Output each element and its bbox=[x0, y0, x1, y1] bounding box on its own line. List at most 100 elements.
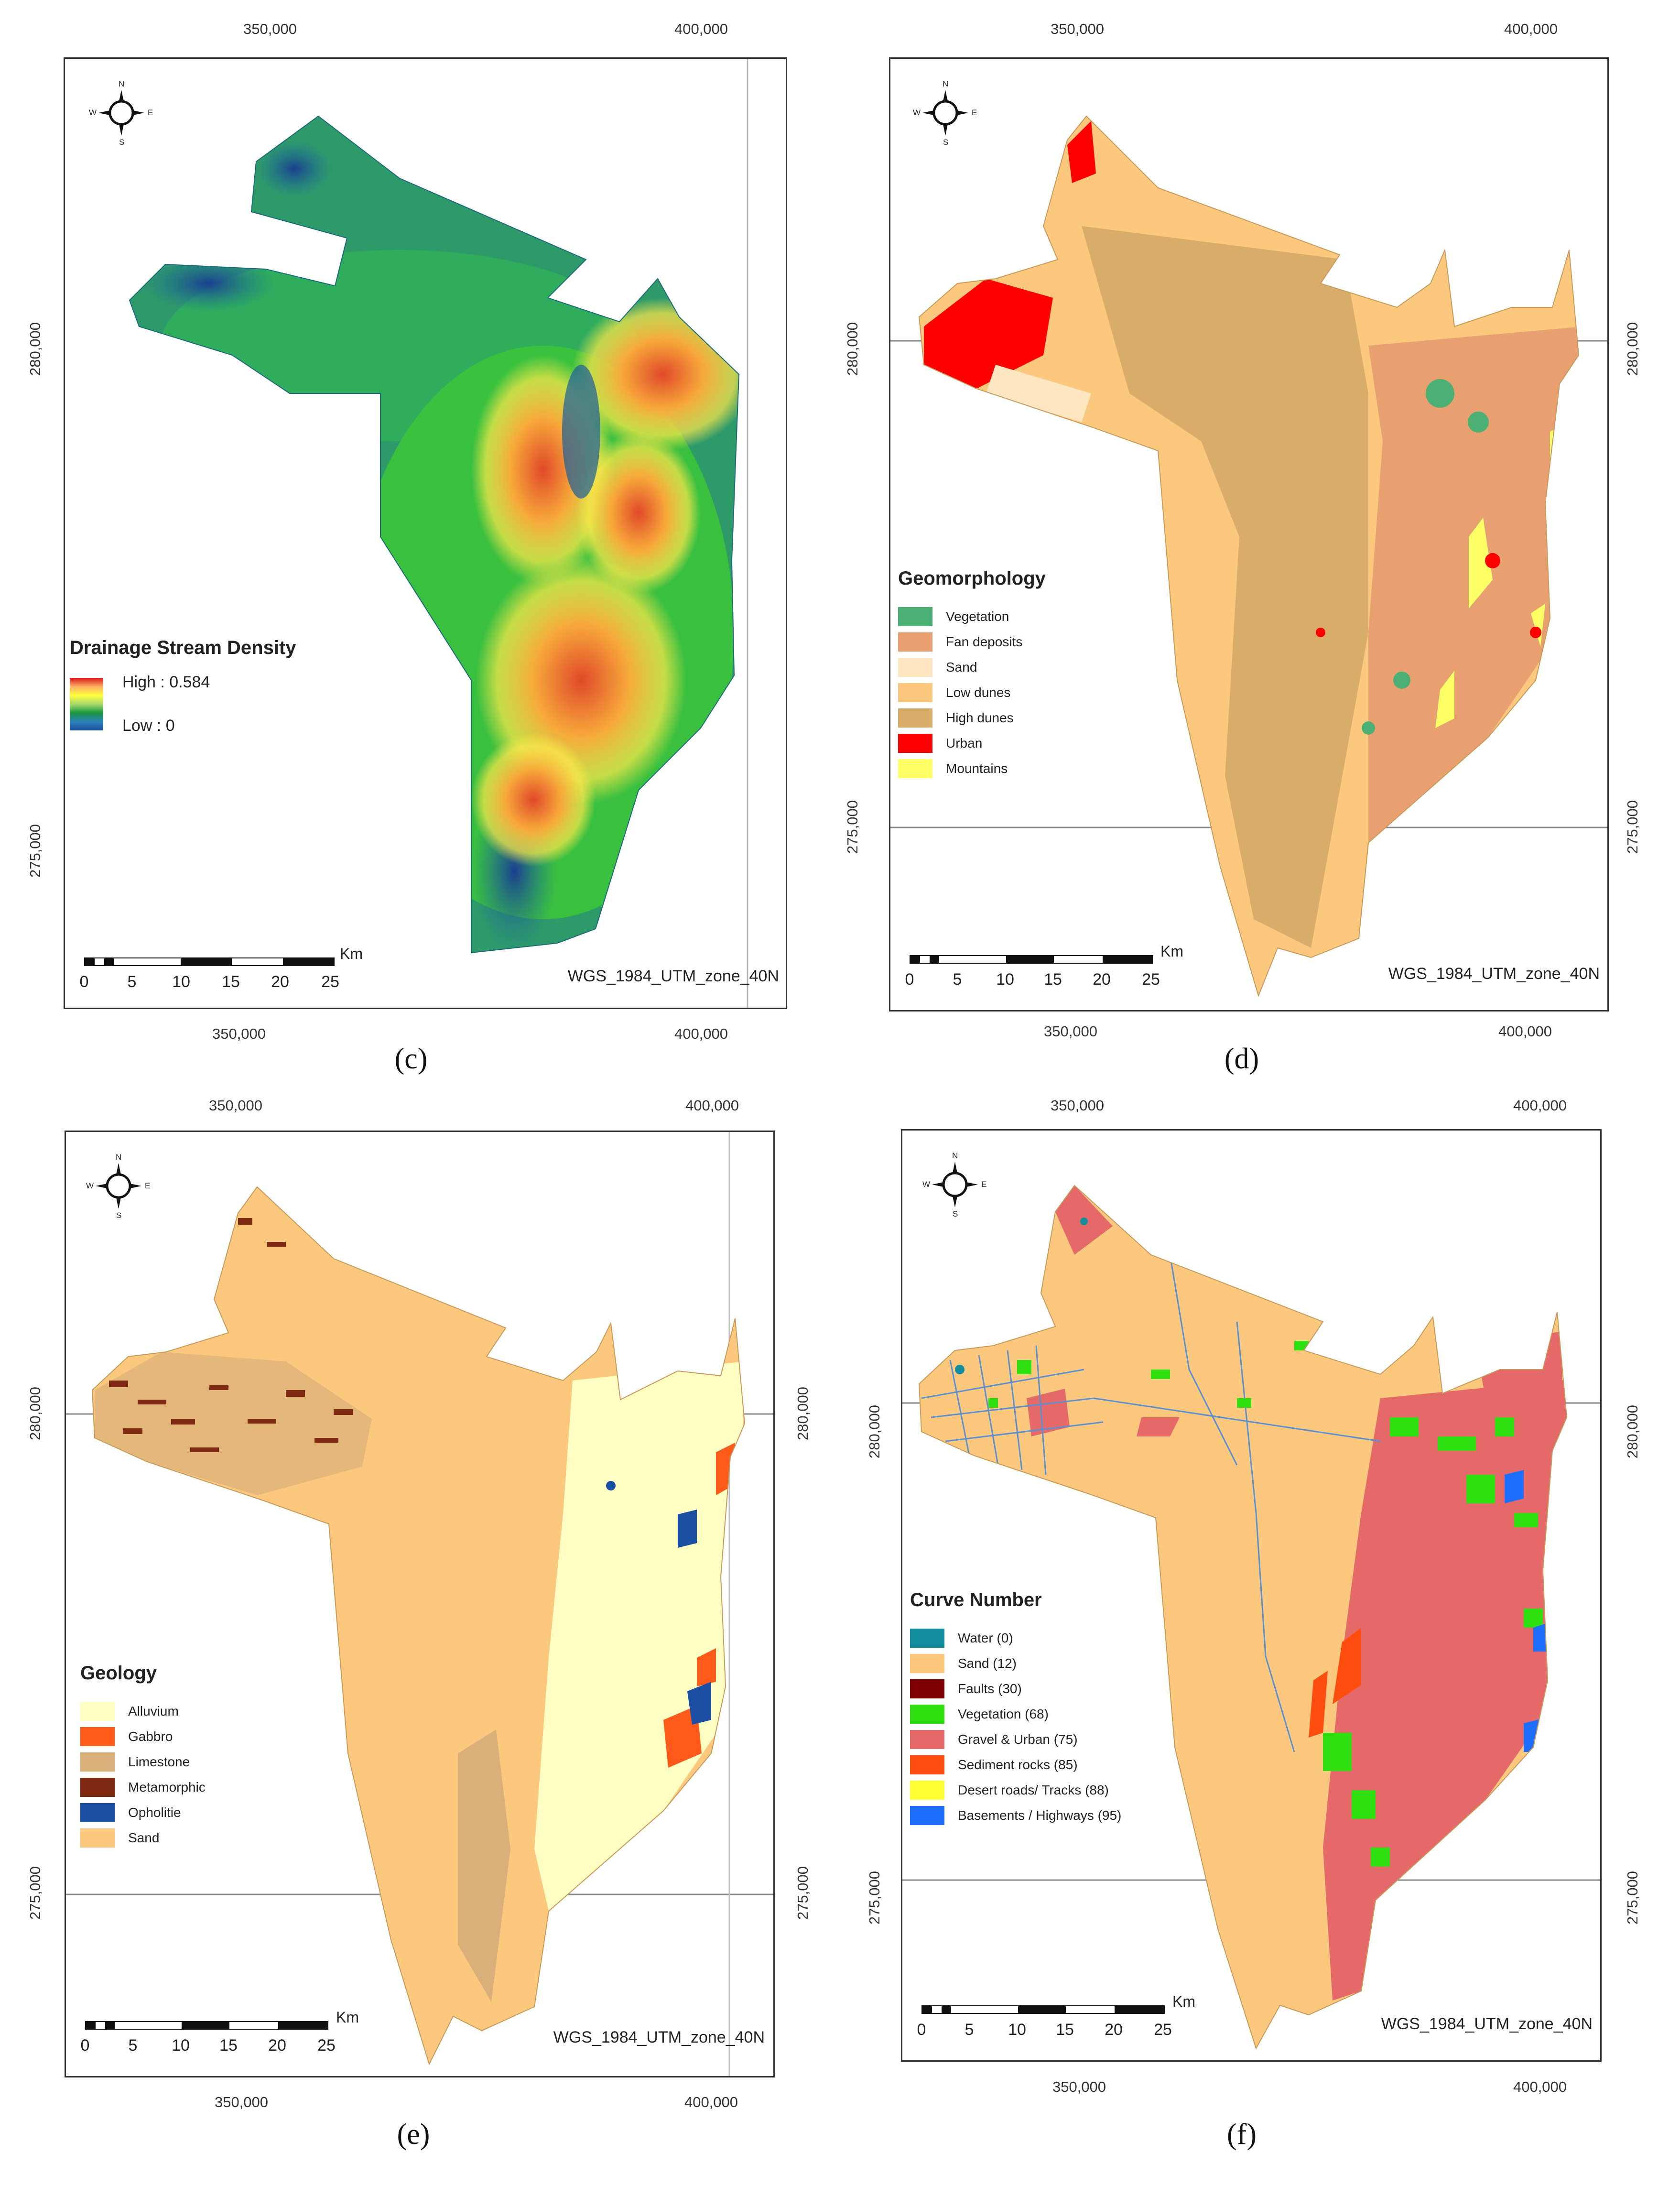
scale-tick: 20 bbox=[271, 973, 289, 991]
legend-swatch bbox=[80, 1727, 115, 1746]
legend-swatch bbox=[910, 1729, 944, 1749]
legend-label: Water (0) bbox=[958, 1630, 1013, 1645]
legend-label: Fan deposits bbox=[946, 634, 1023, 649]
legend-label: Sand (12) bbox=[958, 1655, 1017, 1671]
legend-swatch bbox=[910, 1653, 944, 1673]
y-label-right-280000: 280,000 bbox=[1624, 322, 1641, 376]
compass-w: W bbox=[89, 108, 97, 117]
scale-tick: 0 bbox=[80, 2036, 90, 2055]
vegetation-patches bbox=[988, 1341, 1543, 1867]
legend-item: Sand bbox=[898, 654, 1046, 680]
north-arrow-icon: N S W E bbox=[921, 1147, 988, 1219]
y-label-right-275000: 275,000 bbox=[794, 1866, 811, 1920]
scale-tick: 5 bbox=[965, 2021, 974, 2039]
scale-tick: 10 bbox=[172, 973, 190, 991]
compass-n: N bbox=[119, 79, 125, 88]
legend-item: Sand (12) bbox=[910, 1651, 1121, 1676]
legend-swatch bbox=[898, 607, 932, 626]
legend-label: Gravel & Urban (75) bbox=[958, 1731, 1078, 1747]
density-gradient-swatch bbox=[70, 678, 103, 730]
scale-tick: 15 bbox=[1056, 2021, 1074, 2039]
legend-c: Drainage Stream Density High : 0.584 Low… bbox=[70, 637, 296, 735]
compass-s: S bbox=[119, 138, 125, 147]
map-frame-f: N S W E Curve Number Water (0) Sand (12)… bbox=[901, 1129, 1602, 2062]
scale-unit: Km bbox=[340, 945, 363, 962]
legend-item: Urban bbox=[898, 730, 1046, 756]
panel-caption: (c) bbox=[394, 1043, 428, 1075]
north-arrow-icon: N S W E bbox=[912, 76, 979, 147]
map-frame-c: N S W E Drainage Stream Density High : 0… bbox=[64, 57, 787, 1009]
geomorphology-classes bbox=[919, 116, 1579, 996]
legend-item: Limestone bbox=[80, 1749, 206, 1774]
legend-label: High dunes bbox=[946, 710, 1014, 725]
y-label-left-275000: 275,000 bbox=[27, 824, 43, 878]
x-label-bottom-350000: 350,000 bbox=[1052, 2078, 1106, 2095]
legend-item: Opholitie bbox=[80, 1800, 206, 1825]
compass-e: E bbox=[148, 108, 153, 117]
x-label-top-350000: 350,000 bbox=[243, 21, 297, 37]
legend-item: Fan deposits bbox=[898, 629, 1046, 654]
legend-label: Opholitie bbox=[128, 1805, 181, 1820]
scale-tick: 15 bbox=[219, 2036, 238, 2055]
legend-item: Water (0) bbox=[910, 1625, 1121, 1651]
legend-item: Gravel & Urban (75) bbox=[910, 1727, 1121, 1752]
legend-item: Sediment rocks (85) bbox=[910, 1752, 1121, 1777]
scale-tick: 5 bbox=[953, 970, 962, 989]
metamorphic-speckle bbox=[109, 1218, 353, 1452]
legend-high-label: High : 0.584 bbox=[122, 673, 210, 691]
legend-swatch bbox=[910, 1755, 944, 1774]
y-label-left-275000: 275,000 bbox=[844, 800, 861, 854]
legend-title: Geomorphology bbox=[898, 568, 1046, 589]
scale-tick: 25 bbox=[1154, 2021, 1172, 2039]
scale-tick: 0 bbox=[79, 973, 89, 991]
legend-d: Geomorphology Vegetation Fan deposits Sa… bbox=[898, 568, 1046, 781]
x-label-bottom-350000: 350,000 bbox=[1043, 1023, 1098, 1040]
y-label-left-280000: 280,000 bbox=[27, 1386, 43, 1441]
scale-tick: 15 bbox=[222, 973, 240, 991]
legend-item: Metamorphic bbox=[80, 1774, 206, 1800]
legend-swatch bbox=[910, 1805, 944, 1825]
legend-label: Sand bbox=[128, 1830, 160, 1845]
panel-caption: (e) bbox=[397, 2118, 430, 2151]
x-label-top-400000: 400,000 bbox=[1513, 1097, 1567, 1114]
legend-item: Vegetation (68) bbox=[910, 1701, 1121, 1727]
projection-label: WGS_1984_UTM_zone_40N bbox=[1381, 2015, 1593, 2033]
legend-label: Metamorphic bbox=[128, 1779, 206, 1794]
scale-tick: 5 bbox=[127, 973, 137, 991]
legend-swatch bbox=[898, 683, 932, 702]
legend-label: Alluvium bbox=[128, 1703, 179, 1718]
legend-title: Curve Number bbox=[910, 1589, 1042, 1610]
x-label-bottom-350000: 350,000 bbox=[214, 2094, 269, 2110]
legend-swatch bbox=[898, 632, 932, 652]
legend-swatch bbox=[910, 1704, 944, 1724]
north-arrow-icon: N S W E bbox=[88, 76, 155, 147]
scale-tick: 0 bbox=[917, 2021, 926, 2039]
geomorphology-map bbox=[890, 115, 1607, 998]
legend-low-label: Low : 0 bbox=[122, 717, 175, 735]
legend-swatch bbox=[910, 1780, 944, 1800]
legend-swatch bbox=[80, 1828, 115, 1848]
compass-e: E bbox=[972, 108, 977, 117]
compass-n: N bbox=[116, 1153, 122, 1162]
legend-label: Basements / Highways (95) bbox=[958, 1807, 1122, 1823]
legend-f: Curve Number Water (0) Sand (12) Faults … bbox=[910, 1589, 1121, 1828]
y-label-left-280000: 280,000 bbox=[844, 322, 861, 376]
scale-tick: 25 bbox=[321, 973, 339, 991]
scale-tick: 20 bbox=[1093, 970, 1111, 989]
x-label-bottom-350000: 350,000 bbox=[212, 1025, 266, 1042]
scale-bar: Km 0 5 10 15 20 25 bbox=[81, 2009, 359, 2055]
scale-tick: 5 bbox=[128, 2036, 138, 2055]
legend-swatch bbox=[898, 759, 932, 778]
scale-tick: 20 bbox=[268, 2036, 286, 2055]
projection-label: WGS_1984_UTM_zone_40N bbox=[567, 967, 779, 985]
legend-item: Vegetation bbox=[898, 604, 1046, 629]
compass-w: W bbox=[86, 1181, 94, 1190]
scale-tick: 15 bbox=[1044, 970, 1062, 989]
map-frame-e: N S W E Geology Alluvium Gabbro Limeston… bbox=[65, 1131, 775, 2077]
panel-caption: (f) bbox=[1227, 2118, 1257, 2151]
scale-tick: 10 bbox=[996, 970, 1014, 989]
legend-label: Sediment rocks (85) bbox=[958, 1757, 1078, 1772]
projection-label: WGS_1984_UTM_zone_40N bbox=[1388, 965, 1600, 983]
map-frame-d: N S W E Geomorphology Vegetation Fan dep… bbox=[889, 57, 1609, 1011]
road-network bbox=[921, 1254, 1381, 1752]
